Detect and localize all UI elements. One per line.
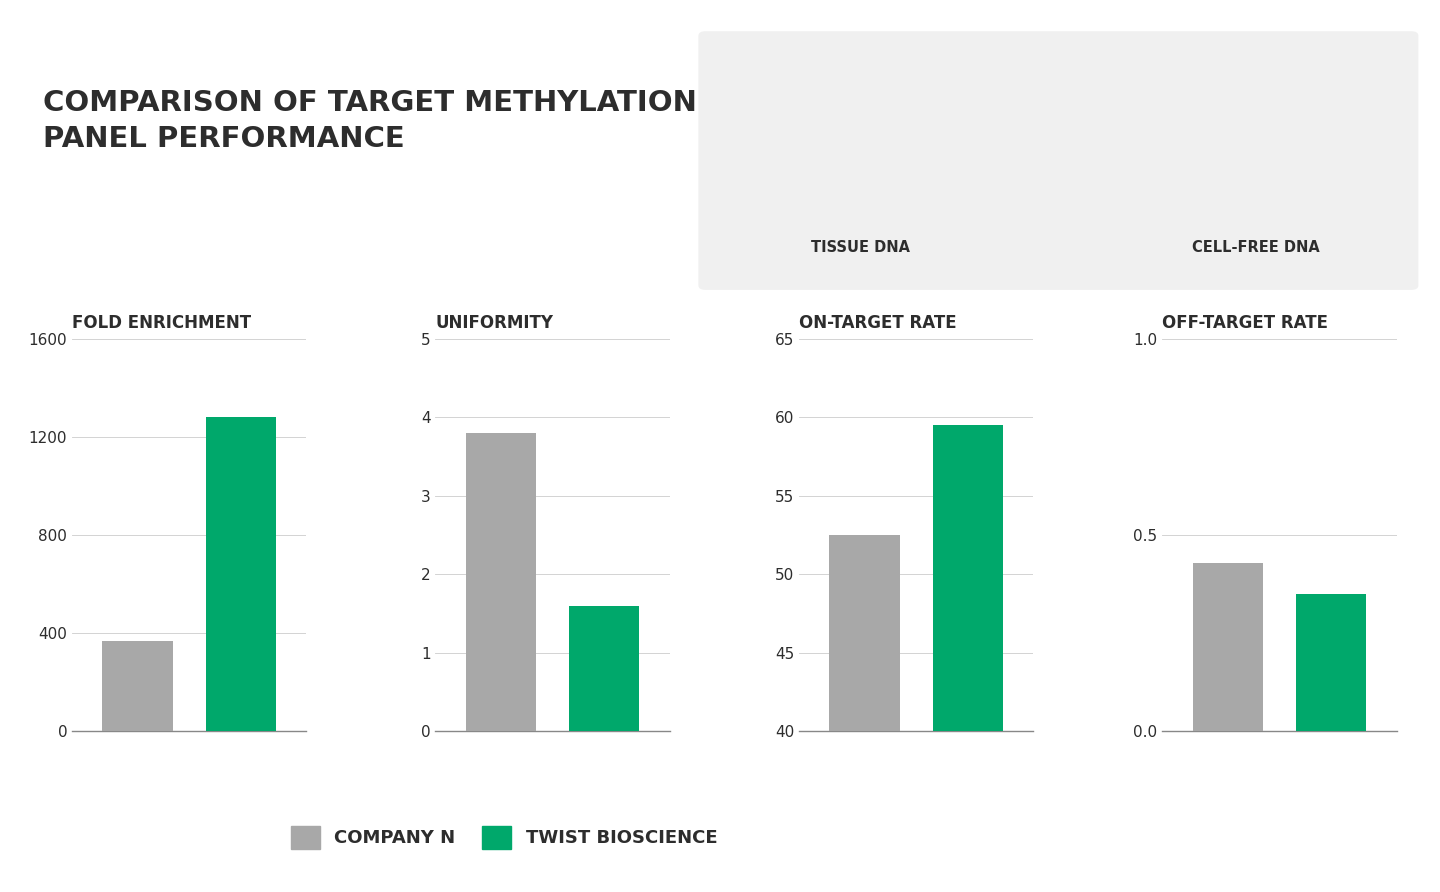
Text: UNIFORMITY: UNIFORMITY (435, 314, 553, 332)
Legend: COMPANY N, TWIST BIOSCIENCE: COMPANY N, TWIST BIOSCIENCE (284, 819, 724, 856)
Bar (829, 535, 900, 892)
Text: FOLD ENRICHMENT: FOLD ENRICHMENT (72, 314, 251, 332)
Bar (206, 417, 276, 731)
Text: OFF-TARGET RATE: OFF-TARGET RATE (1162, 314, 1328, 332)
Bar (102, 640, 173, 731)
Bar (1296, 594, 1367, 731)
Text: TISSUE DNA: TISSUE DNA (811, 241, 910, 255)
Text: COMPARISON OF TARGET METHYLATION
PANEL PERFORMANCE: COMPARISON OF TARGET METHYLATION PANEL P… (43, 89, 697, 153)
Bar (569, 606, 639, 731)
Bar (933, 425, 1002, 892)
Bar (1192, 563, 1263, 731)
Text: ON-TARGET RATE: ON-TARGET RATE (799, 314, 956, 332)
Bar (467, 434, 536, 731)
Text: CELL-FREE DNA: CELL-FREE DNA (1192, 241, 1320, 255)
